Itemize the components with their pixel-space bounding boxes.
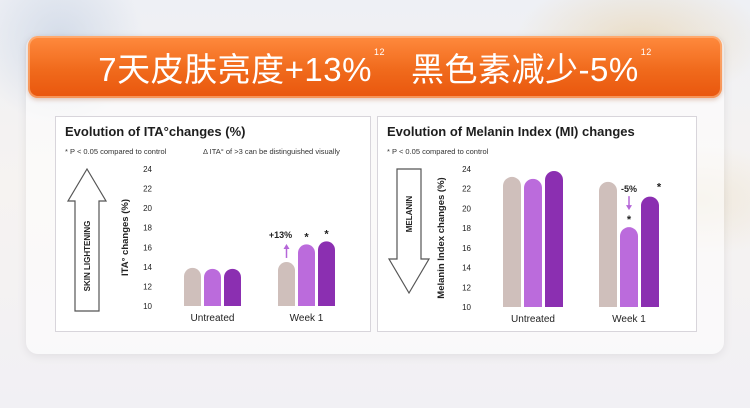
mi-significance-star: * (627, 214, 632, 226)
ita-category-label: Week 1 (290, 313, 324, 324)
mi-y-tick-label: 10 (462, 303, 471, 312)
mi-bar-base (599, 298, 617, 307)
ita-bar-base (204, 297, 221, 306)
mi-bar (545, 170, 563, 307)
melanin-significance-note: * P < 0.05 compared to control (387, 147, 489, 156)
mi-bar (641, 196, 659, 307)
ita-change-label: +13% (269, 230, 292, 240)
mi-bar (524, 178, 542, 307)
melanin-claim-ref: 12 (640, 47, 652, 57)
mi-side-arrow (387, 168, 431, 295)
ita-bar (204, 268, 221, 306)
ita-bar (184, 267, 201, 306)
mi-y-tick-label: 12 (462, 283, 471, 292)
ita-bar-base (224, 297, 241, 306)
melanin-chart-panel: Evolution of Melanin Index (MI) changes … (377, 116, 697, 332)
ita-bar-base (318, 297, 335, 306)
mi-change-label: -5% (621, 184, 637, 194)
melanin-claim: 黑色素减少-5% 12 (411, 43, 652, 91)
ita-y-tick-label: 12 (143, 282, 152, 291)
mi-bar (599, 181, 617, 307)
ita-y-tick-label: 14 (143, 263, 152, 272)
brightness-claim-ref: 12 (373, 47, 385, 57)
headline-banner: 7天皮肤亮度+13% 12 黑色素减少-5% 12 (28, 36, 722, 98)
ita-y-tick-label: 10 (143, 302, 152, 311)
mi-category-label: Untreated (511, 314, 555, 325)
ita-change-arrow-head (283, 243, 290, 249)
mi-bar-base (524, 298, 542, 307)
ita-bar-chart: SKIN LIGHTENING ITA° changes (%) 10 12 14 16 1… (66, 165, 335, 324)
ita-bar (298, 244, 315, 306)
mi-y-axis-title: Melanin Index changes (%) (436, 177, 447, 298)
ita-y-tick-label: 24 (143, 165, 152, 174)
mi-bar-base (620, 298, 638, 307)
ita-chart-panel: Evolution of ITA°changes (%) * P < 0.05 … (55, 116, 371, 332)
ita-side-arrow (66, 167, 108, 312)
mi-change-arrow-head (626, 205, 632, 211)
mi-bar-base (545, 298, 563, 307)
mi-y-tick-label: 16 (462, 244, 471, 253)
ita-significance-star: * (324, 228, 329, 240)
mi-bar-base (641, 298, 659, 307)
mi-y-tick-label: 20 (462, 204, 471, 213)
ita-y-axis-title: ITA° changes (%) (120, 199, 131, 276)
mi-y-tick-label: 18 (462, 224, 471, 233)
ita-y-tick-label: 20 (143, 204, 152, 213)
ita-significance-star: * (304, 231, 309, 243)
mi-significance-star: * (657, 182, 662, 194)
ita-significance-note: * P < 0.05 compared to control (65, 147, 167, 156)
mi-side-arrow-label: MELANIN (405, 196, 414, 233)
mi-category-label: Week 1 (612, 314, 646, 325)
ita-bar-base (298, 297, 315, 306)
brightness-claim: 7天皮肤亮度+13% 12 (98, 43, 385, 91)
melanin-chart-title: Evolution of Melanin Index (MI) changes (387, 124, 635, 139)
ita-bar (318, 241, 335, 306)
ita-bar-base (278, 297, 295, 306)
ita-bar (224, 268, 241, 306)
ita-bar-base (184, 297, 201, 306)
ita-chart-title: Evolution of ITA°changes (%) (65, 124, 246, 139)
mi-y-tick-label: 22 (462, 185, 471, 194)
ita-side-arrow-label: SKIN LIGHTENING (83, 221, 92, 292)
mi-bar-base (503, 298, 521, 307)
melanin-bar-chart: MELANIN Melanin Index changes (%) 10 12 14 16… (387, 165, 662, 325)
ita-visual-threshold-note: Δ ITA° of >3 can be distinguished visual… (203, 147, 340, 156)
mi-bar (503, 176, 521, 307)
ita-y-tick-label: 18 (143, 224, 152, 233)
ita-bar (278, 261, 295, 306)
mi-bar (620, 227, 638, 307)
brightness-claim-text: 7天皮肤亮度+13% (98, 51, 372, 88)
mi-y-tick-label: 14 (462, 264, 471, 273)
ita-y-tick-label: 22 (143, 185, 152, 194)
ita-y-tick-label: 16 (143, 243, 152, 252)
ita-category-label: Untreated (191, 313, 235, 324)
melanin-claim-text: 黑色素减少-5% (411, 51, 639, 88)
mi-y-tick-label: 24 (462, 165, 471, 174)
